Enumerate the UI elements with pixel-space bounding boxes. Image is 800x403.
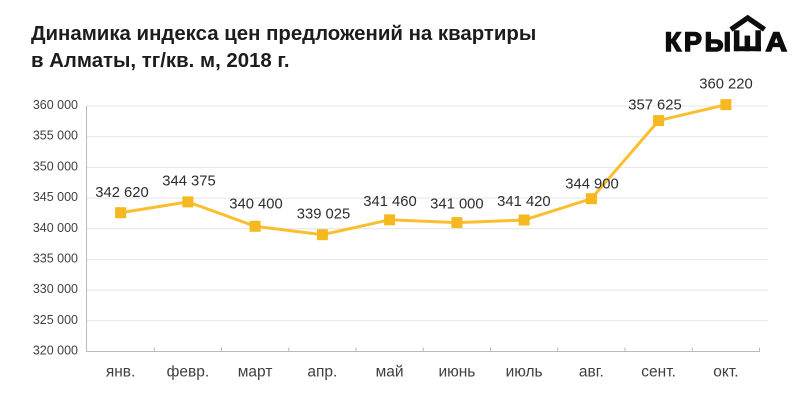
svg-text:335 000: 335 000 <box>33 251 78 265</box>
svg-text:май: май <box>376 364 404 381</box>
svg-text:А: А <box>766 27 788 57</box>
svg-text:339 025: 339 025 <box>297 206 351 222</box>
svg-text:авг.: авг. <box>579 364 604 381</box>
svg-text:340 400: 340 400 <box>229 197 283 213</box>
svg-text:341 000: 341 000 <box>430 196 484 212</box>
svg-text:июль: июль <box>506 364 543 381</box>
svg-text:341 460: 341 460 <box>363 194 417 210</box>
svg-text:февр.: февр. <box>167 364 210 381</box>
svg-text:325 000: 325 000 <box>33 313 78 327</box>
svg-text:март: март <box>238 364 273 381</box>
svg-text:350 000: 350 000 <box>33 159 78 173</box>
svg-text:344 375: 344 375 <box>162 174 216 190</box>
svg-text:360 220: 360 220 <box>699 77 753 93</box>
svg-text:342 620: 342 620 <box>95 185 149 201</box>
svg-text:360 000: 360 000 <box>33 98 78 112</box>
svg-text:341 420: 341 420 <box>497 194 551 210</box>
svg-text:344 900: 344 900 <box>565 176 619 192</box>
svg-text:сент.: сент. <box>641 364 676 381</box>
svg-text:янв.: янв. <box>106 364 136 381</box>
svg-text:июнь: июнь <box>438 364 475 381</box>
svg-text:357 625: 357 625 <box>628 97 682 113</box>
svg-text:КРЫ: КРЫ <box>665 27 731 57</box>
svg-text:330 000: 330 000 <box>33 282 78 296</box>
svg-text:345 000: 345 000 <box>33 190 78 204</box>
svg-text:апр.: апр. <box>307 364 337 381</box>
svg-text:окт.: окт. <box>713 364 738 381</box>
svg-text:340 000: 340 000 <box>33 221 78 235</box>
svg-text:355 000: 355 000 <box>33 129 78 143</box>
svg-text:320 000: 320 000 <box>33 344 78 358</box>
